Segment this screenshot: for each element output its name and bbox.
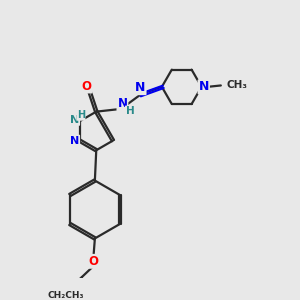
Text: O: O: [88, 255, 98, 268]
Text: N: N: [70, 136, 79, 146]
Text: N: N: [199, 80, 209, 93]
Text: H: H: [77, 110, 85, 120]
Text: O: O: [82, 80, 92, 92]
Text: N: N: [70, 115, 79, 125]
Text: CH₃: CH₃: [227, 80, 248, 91]
Text: N: N: [135, 81, 146, 94]
Text: H: H: [125, 106, 134, 116]
Text: CH₂CH₃: CH₂CH₃: [47, 291, 84, 300]
Text: N: N: [117, 98, 128, 110]
